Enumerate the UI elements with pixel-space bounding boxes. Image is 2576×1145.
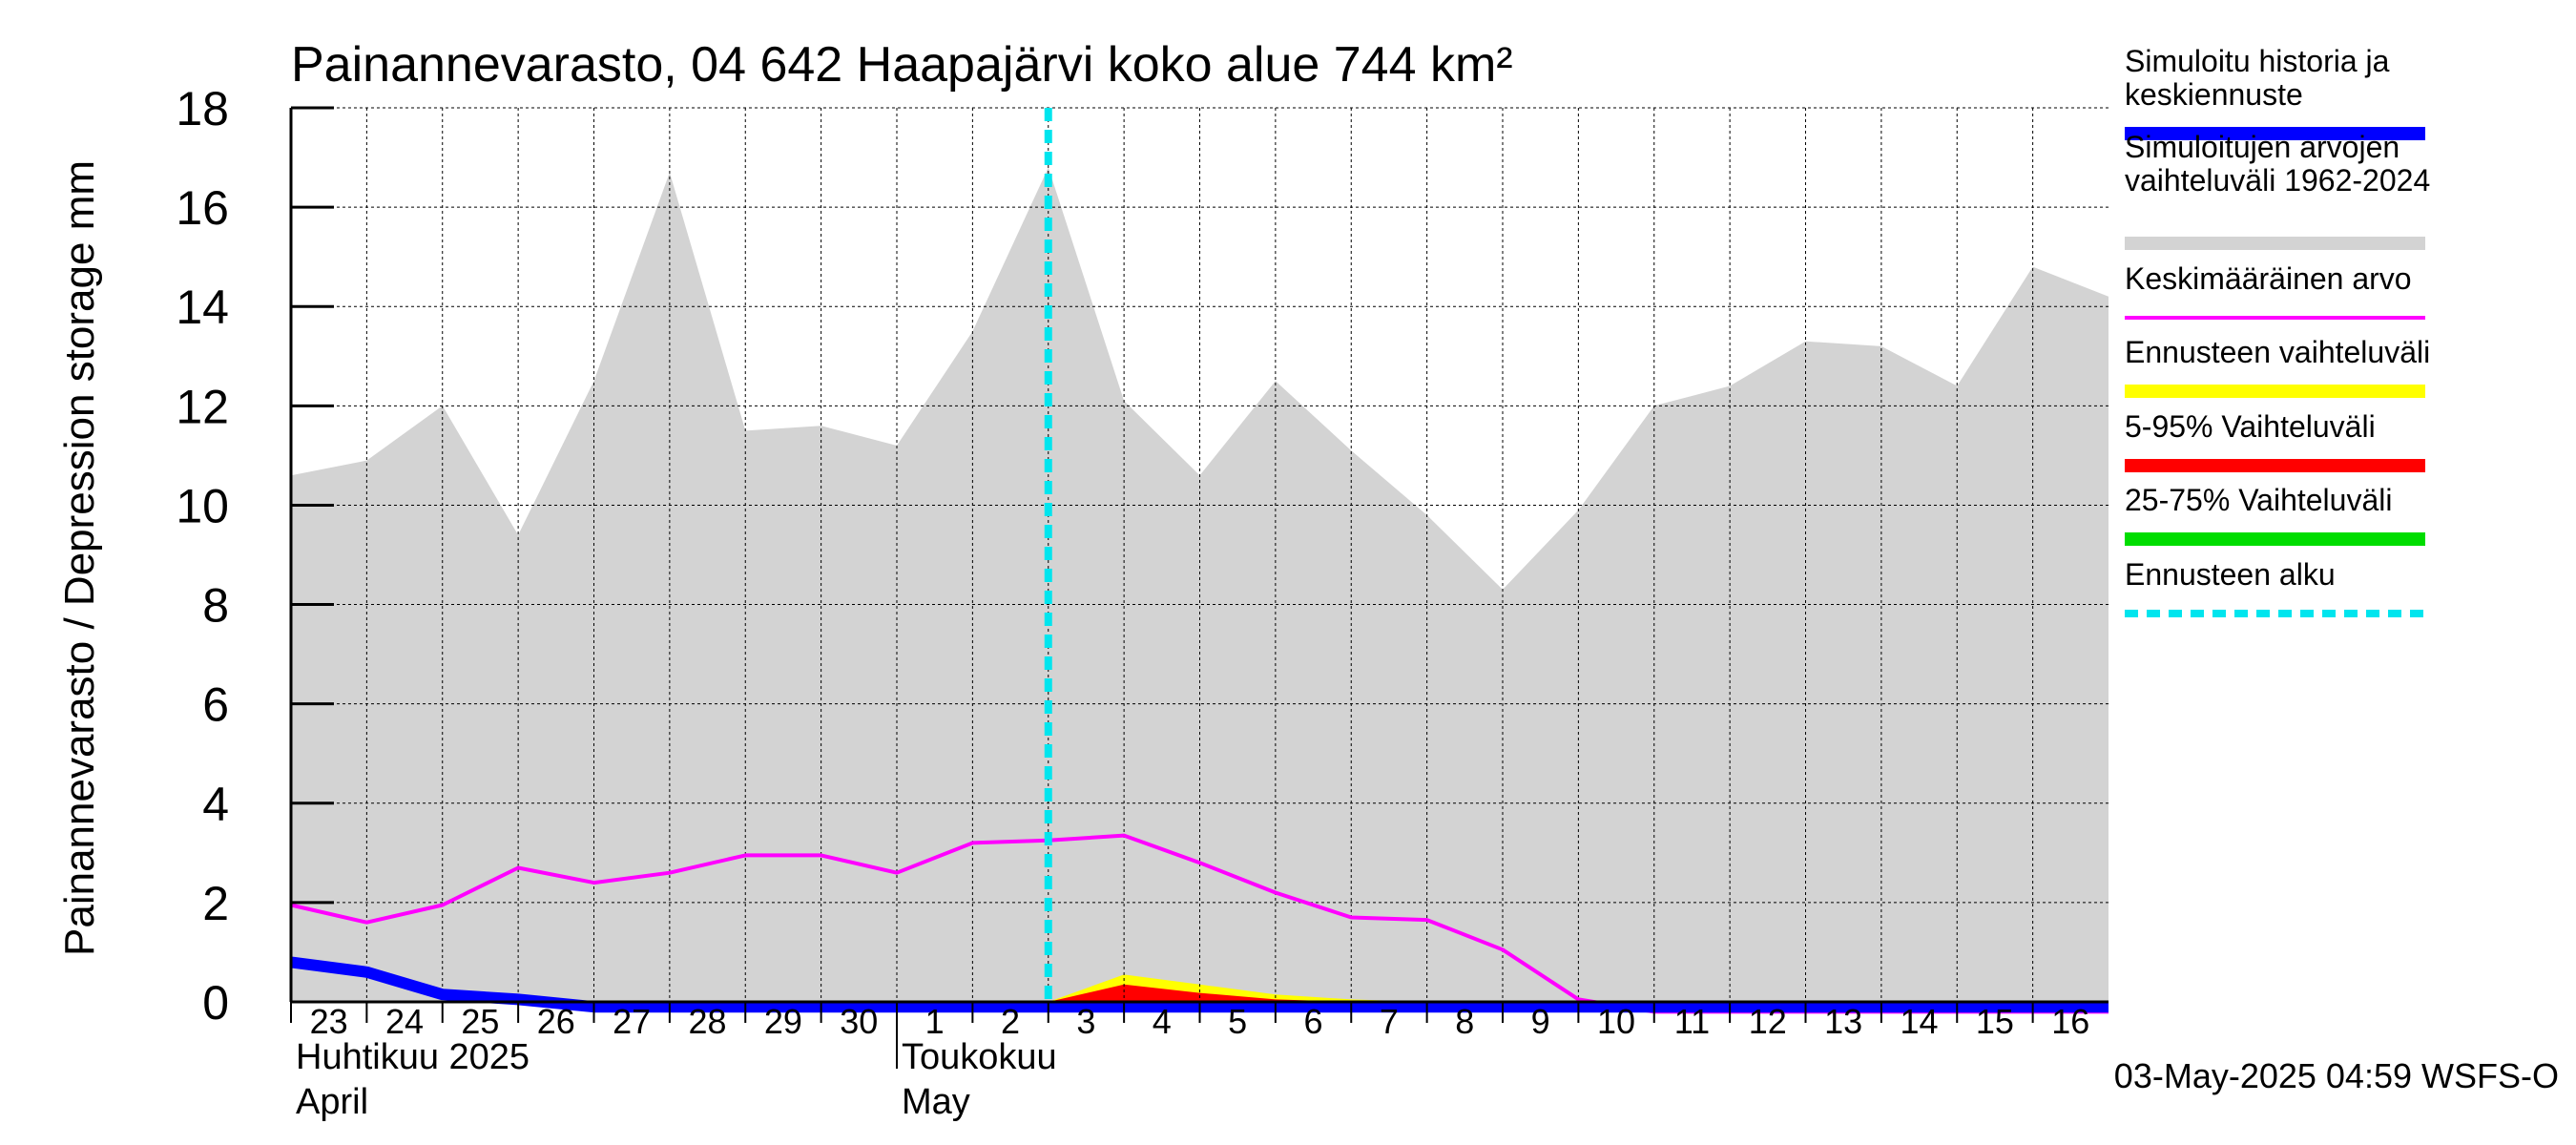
legend-label: keskiennuste [2125,77,2303,112]
legend-label: Keskimääräinen arvo [2125,261,2412,296]
legend-label: Ennusteen vaihteluväli [2125,335,2430,369]
legend-label: 25-75% Vaihteluväli [2125,483,2392,517]
x-tick-label: 28 [689,1002,727,1041]
y-tick-label: 8 [202,579,229,633]
x-tick-label: 29 [764,1002,802,1041]
y-tick-label: 0 [202,976,229,1030]
x-tick-label: 6 [1304,1002,1323,1041]
y-tick-label: 2 [202,877,229,930]
x-tick-label: 4 [1153,1002,1172,1041]
y-tick-label: 16 [176,181,229,235]
x-tick-label: 24 [385,1002,424,1041]
x-tick-label: 23 [310,1002,348,1041]
x-tick-label: 7 [1380,1002,1399,1041]
y-tick-label: 10 [176,479,229,532]
x-tick-label: 1 [925,1002,945,1041]
x-tick-label: 30 [840,1002,878,1041]
x-tick-label: 15 [1976,1002,2014,1041]
y-tick-label: 6 [202,678,229,732]
x-tick-label: 25 [461,1002,499,1041]
y-tick-label: 18 [176,82,229,135]
timestamp: 03-May-2025 04:59 WSFS-O [2114,1056,2559,1095]
x-tick-label: 9 [1531,1002,1550,1041]
band-series-1 [291,974,2109,1002]
legend-label: Simuloitu historia ja [2125,44,2390,78]
x-tick-label: 26 [537,1002,575,1041]
month-label-en: April [296,1082,368,1122]
band-series-2 [291,984,2109,1002]
x-tick-label: 27 [613,1002,651,1041]
x-tick-label: 16 [2051,1002,2089,1041]
x-tick-label: 5 [1228,1002,1247,1041]
x-tick-label: 3 [1076,1002,1095,1041]
legend-label: Ennusteen alku [2125,557,2336,592]
legend-label: Simuloitujen arvojen [2125,130,2399,164]
month-label: Huhtikuu 2025 [296,1037,530,1077]
x-tick-label: 8 [1455,1002,1474,1041]
legend-label: 5-95% Vaihteluväli [2125,409,2376,444]
x-tick-label: 11 [1674,1002,1710,1041]
y-axis-label: Painannevarasto / Depression storage mm [56,160,103,956]
x-tick-label: 10 [1597,1002,1635,1041]
month-label-en: May [902,1082,970,1122]
y-tick-label: 12 [176,380,229,433]
x-tick-label: 13 [1824,1002,1862,1041]
y-tick-label: 4 [202,778,229,831]
chart-title: Painannevarasto, 04 642 Haapajärvi koko … [291,37,1513,93]
month-label: Toukokuu [902,1037,1057,1077]
x-tick-label: 14 [1901,1002,1939,1041]
x-tick-label: 2 [1001,1002,1020,1041]
y-tick-label: 14 [176,281,229,334]
x-tick-label: 12 [1749,1002,1787,1041]
legend-label: vaihteluväli 1962-2024 [2125,163,2430,198]
